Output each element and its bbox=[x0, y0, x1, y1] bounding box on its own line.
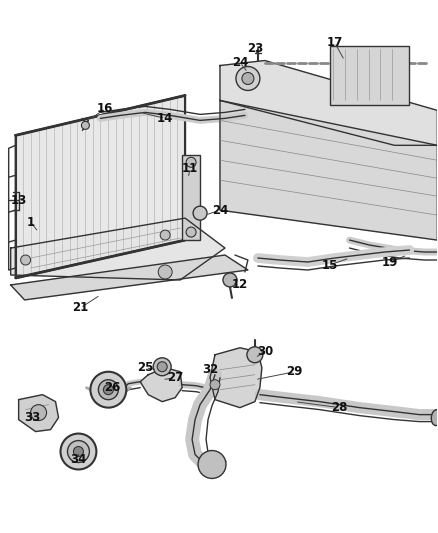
Circle shape bbox=[31, 405, 46, 421]
Text: 12: 12 bbox=[232, 278, 248, 292]
Circle shape bbox=[81, 122, 89, 130]
Circle shape bbox=[99, 379, 118, 400]
Text: 33: 33 bbox=[25, 411, 41, 424]
Bar bbox=[330, 46, 410, 106]
Text: 19: 19 bbox=[381, 255, 398, 269]
Polygon shape bbox=[220, 100, 437, 240]
Text: 17: 17 bbox=[326, 36, 343, 49]
Text: 27: 27 bbox=[167, 371, 183, 384]
Circle shape bbox=[90, 372, 126, 408]
Text: 15: 15 bbox=[321, 259, 338, 271]
Text: 14: 14 bbox=[157, 112, 173, 125]
Text: 23: 23 bbox=[247, 42, 263, 55]
Polygon shape bbox=[210, 348, 262, 408]
Circle shape bbox=[186, 157, 196, 167]
Circle shape bbox=[247, 347, 263, 363]
Circle shape bbox=[21, 255, 31, 265]
Text: 11: 11 bbox=[182, 161, 198, 175]
Circle shape bbox=[198, 450, 226, 479]
Polygon shape bbox=[16, 95, 185, 278]
Text: 34: 34 bbox=[70, 453, 87, 466]
Polygon shape bbox=[220, 61, 437, 146]
Circle shape bbox=[74, 447, 83, 456]
Circle shape bbox=[236, 67, 260, 91]
Ellipse shape bbox=[431, 410, 438, 425]
Circle shape bbox=[153, 358, 171, 376]
Polygon shape bbox=[19, 394, 59, 432]
Circle shape bbox=[160, 230, 170, 240]
Circle shape bbox=[158, 265, 172, 279]
Circle shape bbox=[210, 379, 220, 390]
Text: 16: 16 bbox=[97, 102, 113, 115]
Polygon shape bbox=[11, 218, 225, 280]
Text: 1: 1 bbox=[27, 216, 35, 229]
Text: 24: 24 bbox=[232, 56, 248, 69]
Text: 30: 30 bbox=[257, 345, 273, 358]
Circle shape bbox=[193, 206, 207, 220]
Circle shape bbox=[60, 433, 96, 470]
Text: 32: 32 bbox=[202, 363, 218, 376]
Circle shape bbox=[103, 385, 113, 394]
Bar bbox=[182, 155, 200, 240]
Circle shape bbox=[67, 441, 89, 463]
Circle shape bbox=[223, 273, 237, 287]
Text: 26: 26 bbox=[104, 381, 120, 394]
Circle shape bbox=[157, 362, 167, 372]
Text: 24: 24 bbox=[212, 204, 228, 216]
Text: 28: 28 bbox=[332, 401, 348, 414]
Polygon shape bbox=[140, 368, 182, 402]
Text: 25: 25 bbox=[137, 361, 153, 374]
Text: 13: 13 bbox=[11, 193, 27, 207]
Circle shape bbox=[186, 227, 196, 237]
Text: 21: 21 bbox=[72, 301, 88, 314]
Circle shape bbox=[242, 72, 254, 84]
Text: 29: 29 bbox=[286, 365, 303, 378]
Polygon shape bbox=[11, 255, 248, 300]
